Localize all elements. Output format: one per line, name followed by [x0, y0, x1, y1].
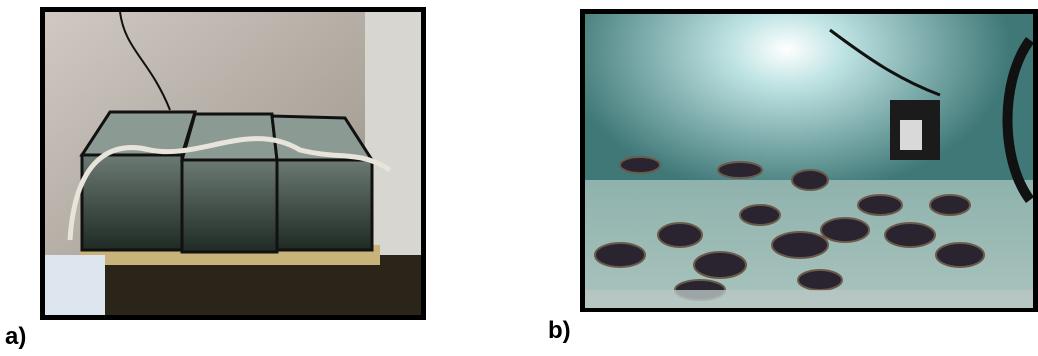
photo-a	[40, 7, 426, 320]
figure: a) b)	[0, 0, 1038, 356]
photo-b	[580, 9, 1038, 312]
panel-label: a)	[5, 323, 26, 350]
panel-label: b)	[548, 317, 571, 344]
page: a) b) (() => { const data = JSON.parse(d…	[0, 0, 1038, 356]
